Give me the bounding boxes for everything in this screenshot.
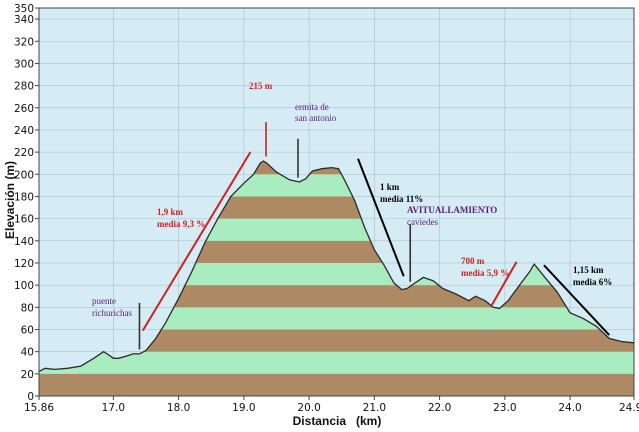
elevation-band-0 (39, 373, 634, 396)
x-tick-label-9: 24.98 (619, 402, 639, 414)
y-tick-label-8: 160 (14, 214, 34, 226)
annotation-puente: puente richurichas (92, 296, 132, 318)
x-tick-label-0: 15.86 (24, 402, 54, 414)
x-tick-label-6: 22.0 (428, 402, 451, 414)
annotation-desc1-line2: media 11% (380, 194, 423, 204)
segment-line-desc2 (543, 264, 610, 336)
y-tick-label-0: 0 (27, 391, 34, 403)
y-tick-label-3: 60 (21, 324, 34, 336)
annotation-climb2-line1: 700 m (461, 256, 485, 266)
axis-ticks: 0 20 40 60 80 100 120 140 160 180 200 220 240 260 280 3… (14, 3, 639, 414)
elevation-profile-line (38, 160, 635, 373)
annotation-avit-line2: caviedes (407, 217, 438, 227)
annotation-desc1: 1 km media 11% (380, 182, 423, 204)
y-tick-label-4: 80 (21, 302, 34, 314)
plot-frame (38, 7, 635, 397)
y-tick-label-16: 320 (14, 36, 34, 48)
annotation-puente-line1: puente (92, 296, 116, 306)
segment-line-climb1 (141, 151, 252, 332)
annotation-desc2-line2: media 6% (573, 277, 612, 287)
y-tick-label-15: 300 (14, 58, 34, 70)
x-tick-label-5: 21.0 (363, 402, 386, 414)
y-tick-label-13: 260 (14, 103, 34, 115)
y-tick-label-5: 100 (14, 280, 34, 292)
y-tick-label-12: 240 (14, 125, 34, 137)
x-tick-label-4: 20.0 (297, 402, 320, 414)
annotation-climb1: 1,9 km media 9,3 % (157, 207, 205, 229)
y-tick-label-10: 200 (14, 169, 34, 181)
segment-line-desc1 (357, 158, 405, 277)
y-axis-label: Elevación (m) (3, 161, 17, 239)
annotations: 215 m ermita de san antonio puente richu… (92, 81, 612, 318)
gradient-segment-lines (138, 122, 610, 350)
y-tick-label-14: 280 (14, 81, 34, 93)
annotation-avit: AVITUALLAMIENTO caviedes (407, 205, 499, 227)
annotation-desc2: 1,15 km media 6% (573, 265, 612, 287)
y-tick-label-1: 20 (21, 369, 34, 381)
y-tick-label-7: 140 (14, 236, 34, 248)
x-tick-label-7: 23.0 (493, 402, 516, 414)
x-axis-label: Distancia (km) (293, 414, 382, 428)
y-tick-label-11: 220 (14, 147, 34, 159)
annotation-climb2: 700 m media 5,9 % (461, 256, 509, 278)
annotation-climb1-line1: 1,9 km (157, 207, 184, 217)
annotation-peak-line1: 215 m (249, 81, 273, 91)
annotation-ermita-line1: ermita de (295, 102, 329, 112)
annotation-climb2-line2: media 5,9 % (461, 268, 509, 278)
annotation-peak: 215 m (249, 81, 273, 91)
y-tick-label-9: 180 (14, 191, 34, 203)
y-tick-label-17: 340 (14, 14, 34, 26)
annotation-desc2-line1: 1,15 km (573, 265, 604, 275)
elevation-band-1 (39, 351, 634, 374)
annotation-avit-line1: AVITUALLAMIENTO (407, 205, 497, 215)
annotation-desc1-line1: 1 km (380, 182, 400, 192)
x-tick-label-8: 24.0 (558, 402, 581, 414)
annotation-ermita-line2: san antonio (295, 113, 337, 123)
annotation-puente-line2: richurichas (92, 308, 132, 318)
elevation-band-3 (39, 307, 634, 330)
segment-line-climb2 (490, 261, 518, 306)
y-tick-label-18: 350 (14, 3, 34, 15)
elevation-band-2 (39, 329, 634, 352)
x-tick-label-1: 17.0 (102, 402, 125, 414)
y-tick-label-2: 40 (21, 347, 34, 359)
y-tick-label-6: 120 (14, 258, 34, 270)
x-tick-label-2: 18.0 (167, 402, 190, 414)
annotation-ermita: ermita de san antonio (295, 102, 337, 123)
annotation-climb1-line2: media 9,3 % (157, 219, 205, 229)
x-tick-label-3: 19.0 (232, 402, 255, 414)
